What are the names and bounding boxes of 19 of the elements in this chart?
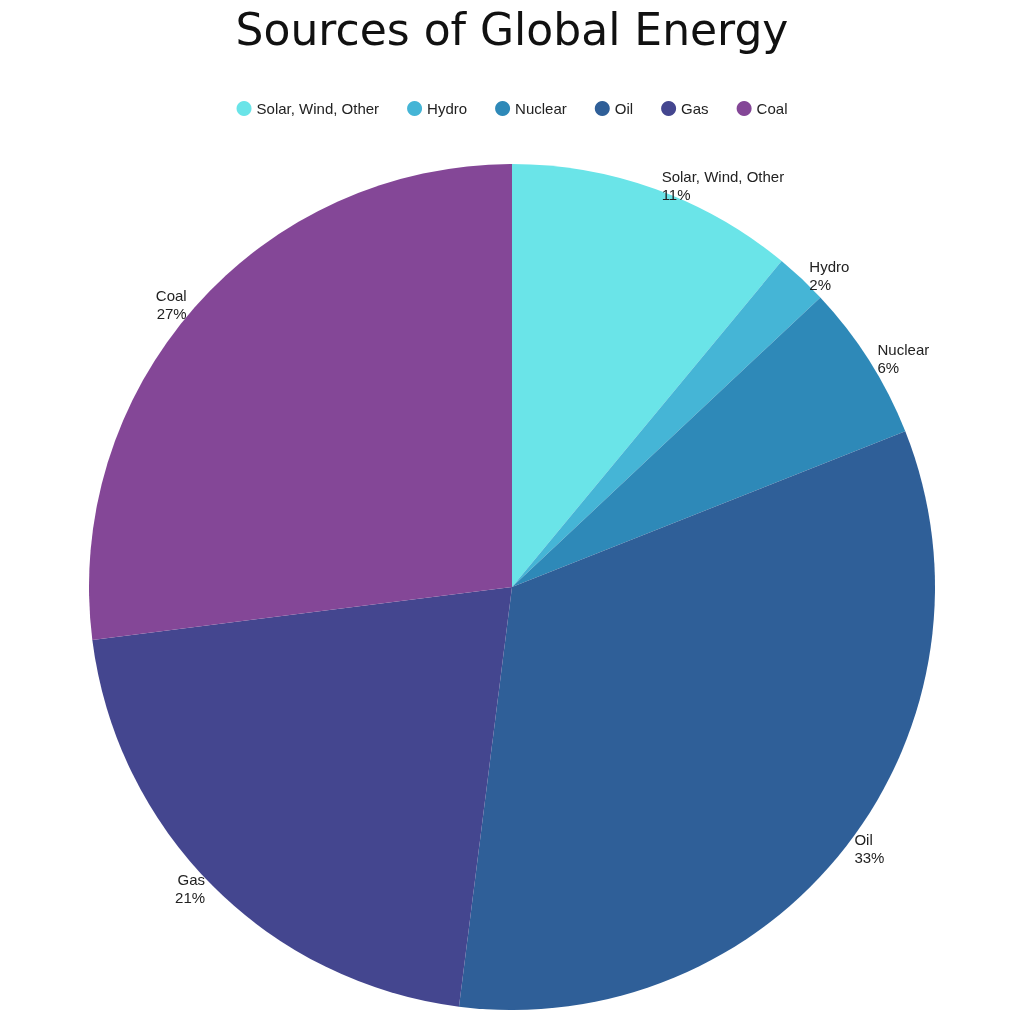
slice-label: Nuclear [877, 340, 930, 358]
slice-label: Oil [854, 831, 873, 849]
legend-label: Hydro [427, 100, 468, 117]
data-label: 11% [661, 185, 691, 203]
data-label: 27% [156, 305, 187, 323]
legend-label: Oil [614, 100, 634, 117]
data-label: 2% [809, 276, 831, 294]
data-label: 33% [854, 849, 885, 867]
slice-label: Solar, Wind, Other [661, 167, 785, 185]
slice-label: Hydro [809, 258, 850, 276]
slice-label: Coal [155, 287, 187, 305]
legend-label: Gas [681, 100, 709, 117]
chart-title: Sources of Global Energy [235, 3, 789, 55]
data-label: 6% [877, 358, 900, 376]
slice-label: Gas [177, 871, 206, 889]
legend-label: Solar, Wind, Other [256, 100, 380, 117]
legend-label: Nuclear [515, 100, 567, 117]
legend-label: Coal [756, 100, 788, 117]
data-label: 21% [175, 889, 206, 907]
